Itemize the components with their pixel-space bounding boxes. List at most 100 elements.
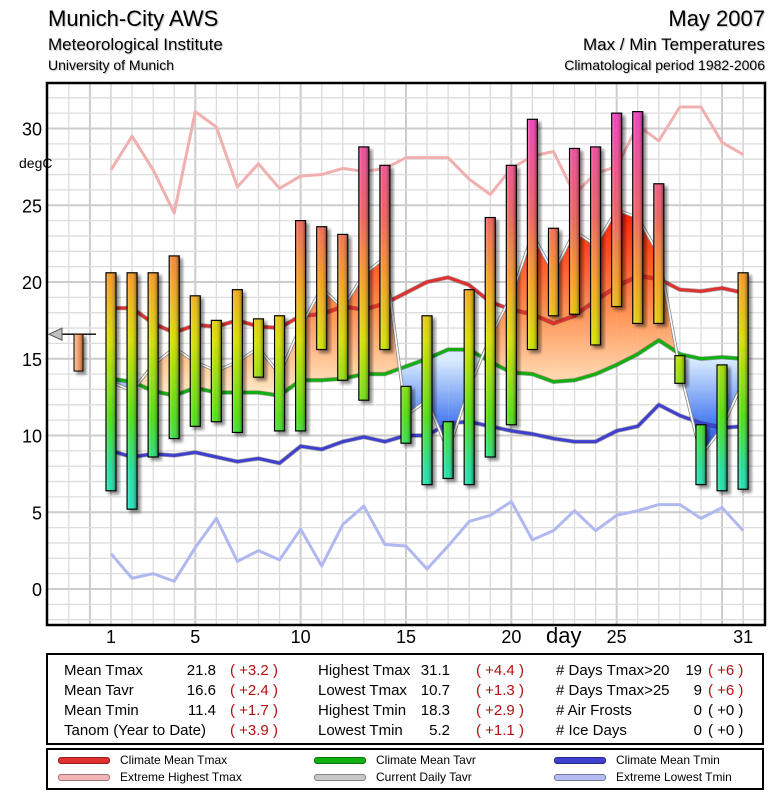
legend-swatch [314,757,366,764]
stat-label: # Days Tmax>20 [556,662,670,679]
stat-row: # Days Tmax>20 19 ( +6 ) [48,661,762,681]
legend: Climate Mean Tmax Extreme Highest Tmax Cli… [46,748,764,790]
day-bar [147,272,159,458]
day-bar [168,255,180,440]
day-bar-shade [738,273,748,489]
stat-label: # Air Frosts [556,702,632,719]
day-bar [210,319,222,423]
day-bar [632,111,644,325]
legend-swatch [58,774,110,781]
y-axis-ticks: 0 5 10 15 20 25 30 [22,120,42,601]
stat-label: # Ice Days [556,722,627,739]
legend-swatch [554,757,606,764]
day-bar-shade [717,365,727,491]
x-axis-label: day [546,623,581,648]
stat-row: Lowest Tmax 10.7 ( +1.3 ) [48,681,762,701]
day-bar [505,164,517,426]
stat-anomaly: ( +3.9 ) [230,722,278,739]
y-tick-label: 30 [22,120,42,140]
extreme-lowest-tmin-line [109,500,745,583]
day-bar-shade [675,356,685,383]
day-bar [358,146,370,401]
stat-row: Mean Tavr 16.6 ( +2.4 ) [48,681,762,701]
stat-label: Highest Tmin [318,702,407,719]
day-bar-shade [254,319,263,377]
statistics-panel: Mean Tmax 21.8 ( +3.2 ) Mean Tavr 16.6 ( +2.4… [46,653,764,745]
stat-value: 19 [685,662,702,679]
x-tick-label: 5 [190,627,200,647]
day-bar [105,272,117,492]
period-title: May 2007 [668,6,765,31]
y-axis-label: degC [19,155,52,171]
day-bar-shade [549,228,558,316]
legend-label: Extreme Highest Tmax [120,770,242,784]
day-bar [400,385,412,444]
y-tick-label: 10 [22,427,42,447]
day-bar-shade [233,290,242,432]
day-bar-shade [380,165,390,349]
stat-anomaly: ( +1.3 ) [476,682,524,699]
stat-value: 5.2 [429,722,450,739]
day-bar [484,216,496,458]
stat-row: # Air Frosts 0 ( +0 ) [48,701,762,721]
stat-label: Mean Tmax [64,662,143,679]
day-bar-shade [506,165,516,425]
day-bar-shade [127,273,137,509]
day-bar [590,146,602,346]
stat-row: Mean Tmin 11.4 ( +1.7 ) [48,701,762,721]
stat-row: Highest Tmax 31.1 ( +4.4 ) [48,661,762,681]
stat-row: Lowest Tmin 5.2 ( +1.1 ) [48,721,762,741]
day-bar [126,272,138,510]
legend-item: Climate Mean Tmin [554,752,774,768]
station-title: Munich-City AWS [48,6,219,31]
day-bar [337,233,349,381]
stat-value: 9 [693,682,702,699]
y-tick-label: 20 [22,273,42,293]
day-bar-shade [338,235,348,380]
x-tick-label: 1 [106,627,116,647]
x-tick-label: 31 [733,627,753,647]
stat-label: Lowest Tmax [318,682,407,699]
stat-value: 18.3 [420,702,450,719]
day-bar [252,318,265,378]
year-to-date-indicator [47,327,96,372]
stat-anomaly: ( +6 ) [708,662,744,679]
day-bar-shade [528,119,537,349]
day-bar [674,355,686,384]
legend-label: Climate Mean Tavr [376,753,476,767]
ytd-anomaly-bar [73,333,84,372]
stat-label: # Days Tmax>25 [556,682,670,699]
y-tick-label: 15 [22,350,42,370]
day-bar-shade [570,149,579,314]
day-bar-shade [169,256,179,438]
legend-item: Climate Mean Tavr [314,752,534,768]
day-bar-shade [359,147,369,400]
day-bar [653,183,665,325]
stat-anomaly: ( +2.9 ) [476,702,524,719]
day-bar-shade [696,425,706,485]
x-tick-label: 20 [501,627,521,647]
legend-item: Extreme Highest Tmax [58,769,278,785]
day-bar-shade [401,386,411,443]
stat-anomaly: ( +0 ) [708,722,744,739]
university-label: University of Munich [48,57,175,73]
day-bar-shade [275,316,284,431]
day-bar-shade [422,316,432,485]
stat-label: Mean Tavr [64,682,134,699]
ytd-arrow-icon [47,327,63,341]
x-tick-label: 10 [291,627,311,647]
stat-value: 31.1 [420,662,450,679]
legend-label: Current Daily Tavr [376,770,472,784]
day-bar-shade [106,273,116,491]
institute-label: Meteorological Institute [48,35,223,54]
x-tick-label: 15 [396,627,416,647]
y-tick-label: 5 [32,503,42,523]
stat-value: 0 [693,722,702,739]
day-bar-shade [654,184,664,323]
stat-anomaly: ( +3.2 ) [230,662,278,679]
stat-anomaly: ( +0 ) [708,702,744,719]
day-bar [716,364,728,492]
y-tick-label: 25 [22,196,42,216]
legend-item: Extreme Lowest Tmin [554,769,774,785]
